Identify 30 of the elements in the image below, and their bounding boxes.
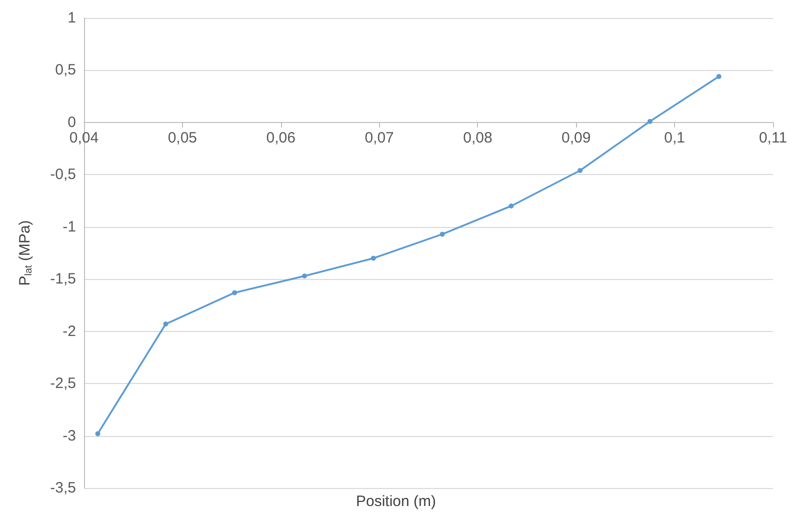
y-axis-title: Plat (MPa) — [16, 220, 34, 286]
y-tick-label: -3 — [62, 427, 76, 444]
y-tick-label: -0,5 — [50, 166, 76, 184]
point — [716, 74, 722, 79]
y-tick-label: 0 — [68, 114, 76, 131]
y-tick-label: 1 — [68, 10, 76, 26]
point — [508, 204, 514, 208]
y-tick-label: 0,5 — [55, 62, 76, 79]
x-tick-label: 0,09 — [562, 129, 591, 146]
x-tick-label: 0,08 — [463, 129, 492, 146]
point — [95, 431, 100, 436]
x-axis-title: Position (m) — [356, 493, 436, 510]
y-tick-label: -1,5 — [50, 270, 76, 288]
y-tick-label: -2 — [62, 322, 76, 340]
point — [163, 322, 168, 327]
y-tick-label: -2,5 — [50, 375, 76, 392]
x-tick-label: 0,05 — [168, 129, 198, 146]
point — [302, 273, 307, 278]
point — [647, 118, 652, 124]
point — [578, 168, 583, 173]
point — [370, 256, 376, 261]
point — [440, 232, 445, 237]
x-tick-label: 0,11 — [758, 129, 788, 146]
x-tick-label: 0,07 — [364, 129, 394, 146]
x-tick-label: 0,06 — [266, 129, 296, 146]
y-tick-label: -3,5 — [50, 480, 76, 496]
x-tick-label: 0,04 — [69, 129, 99, 146]
point — [232, 290, 238, 296]
y-tick-label: -1 — [62, 218, 76, 236]
x-tick-label: 0,1 — [664, 129, 685, 146]
